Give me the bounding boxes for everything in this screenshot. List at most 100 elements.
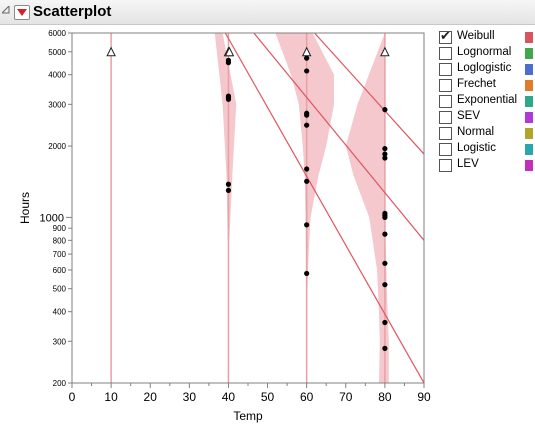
legend-checkbox[interactable]: ✔ bbox=[439, 29, 452, 44]
x-tick-label: 0 bbox=[69, 390, 76, 404]
legend-checkbox[interactable] bbox=[439, 143, 452, 156]
censored-marker bbox=[224, 46, 235, 57]
legend-label: Loglogistic bbox=[457, 62, 512, 74]
censored-marker bbox=[106, 46, 116, 57]
data-point[interactable] bbox=[382, 345, 388, 351]
data-point[interactable] bbox=[382, 282, 388, 288]
legend-label: LEV bbox=[457, 158, 479, 170]
y-axis-label: Hours bbox=[18, 192, 32, 224]
window-title: Scatterplot bbox=[33, 3, 112, 20]
data-point[interactable] bbox=[225, 181, 232, 187]
band-60 bbox=[275, 33, 335, 289]
y-tick-label: 5000 bbox=[48, 48, 66, 57]
legend-color-swatch bbox=[525, 80, 533, 91]
legend-label: Frechet bbox=[457, 78, 496, 90]
legend-color-swatch bbox=[525, 112, 533, 123]
band-40 bbox=[214, 33, 237, 241]
y-tick-label: 300 bbox=[53, 337, 67, 346]
data-point[interactable] bbox=[225, 96, 232, 102]
x-tick-label: 10 bbox=[104, 390, 118, 404]
legend-label: Normal bbox=[457, 126, 495, 138]
y-tick-label: 200 bbox=[53, 379, 67, 388]
legend-color-swatch bbox=[525, 160, 533, 171]
x-tick-label: 50 bbox=[261, 390, 275, 404]
legend-color-swatch bbox=[525, 128, 533, 139]
legend-label: Exponential bbox=[457, 94, 518, 106]
legend-color-swatch bbox=[525, 96, 533, 107]
data-point[interactable] bbox=[304, 178, 310, 184]
data-point[interactable] bbox=[382, 151, 388, 157]
disclosure-triangle-icon[interactable] bbox=[2, 6, 10, 14]
data-point[interactable] bbox=[304, 68, 310, 74]
legend: ✔ Weibull Lognormal Loglogistic Frechet Expon… bbox=[439, 29, 535, 174]
legend-item-normal[interactable]: Normal bbox=[439, 126, 535, 142]
y-tick-label: 6000 bbox=[48, 29, 66, 38]
data-point[interactable] bbox=[382, 260, 388, 266]
x-tick-label: 30 bbox=[183, 390, 197, 404]
legend-item-logistic[interactable]: Logistic bbox=[439, 142, 535, 158]
x-tick-label: 80 bbox=[378, 390, 392, 404]
fit-line-3 bbox=[314, 33, 424, 155]
y-tick-label: 4000 bbox=[48, 71, 66, 80]
legend-color-swatch bbox=[525, 32, 533, 43]
data-point[interactable] bbox=[382, 107, 388, 113]
legend-checkbox[interactable] bbox=[439, 127, 452, 140]
data-point[interactable] bbox=[304, 270, 310, 277]
data-point[interactable] bbox=[382, 155, 388, 161]
x-tick-label: 40 bbox=[222, 390, 236, 404]
legend-label: SEV bbox=[457, 110, 481, 122]
x-tick-label: 70 bbox=[339, 390, 353, 404]
red-triangle-menu-button[interactable] bbox=[14, 5, 30, 20]
data-point[interactable] bbox=[225, 60, 232, 66]
legend-label: Lognormal bbox=[457, 46, 512, 58]
title-bar: Scatterplot bbox=[0, 0, 535, 25]
y-tick-label: 600 bbox=[53, 266, 67, 275]
legend-checkbox[interactable] bbox=[439, 63, 452, 76]
y-tick-label: 400 bbox=[53, 308, 67, 317]
y-tick-label: 500 bbox=[53, 285, 67, 294]
y-tick-label: 900 bbox=[53, 224, 67, 233]
data-point[interactable] bbox=[382, 319, 388, 326]
x-axis-label: Temp bbox=[233, 409, 263, 423]
data-point[interactable] bbox=[304, 166, 310, 172]
legend-label: Logistic bbox=[457, 142, 496, 154]
legend-label: Weibull bbox=[457, 30, 495, 42]
scatterplot-chart: 0 10 20 30 40 50 60 70 80 90 200 300 400 500 600 700 80… bbox=[18, 29, 431, 423]
data-point[interactable] bbox=[304, 112, 310, 118]
x-tick-label: 20 bbox=[144, 390, 158, 404]
legend-item-loglogistic[interactable]: Loglogistic bbox=[439, 62, 535, 78]
data-point[interactable] bbox=[304, 122, 310, 128]
data-point[interactable] bbox=[382, 146, 388, 152]
legend-item-weibull[interactable]: ✔ Weibull bbox=[439, 29, 535, 46]
legend-checkbox[interactable] bbox=[439, 79, 452, 92]
y-tick-label: 3000 bbox=[48, 100, 66, 109]
censored-marker bbox=[380, 46, 390, 57]
legend-item-frechet[interactable]: Frechet bbox=[439, 78, 535, 94]
legend-color-swatch bbox=[525, 64, 533, 75]
legend-item-sev[interactable]: SEV bbox=[439, 110, 535, 126]
legend-color-swatch bbox=[525, 144, 533, 155]
y-tick-label: 2000 bbox=[48, 142, 66, 151]
legend-item-lev[interactable]: LEV bbox=[439, 158, 535, 174]
data-point[interactable] bbox=[304, 55, 310, 61]
data-point[interactable] bbox=[225, 187, 232, 193]
legend-item-exponential[interactable]: Exponential bbox=[439, 94, 535, 110]
fit-line-2 bbox=[253, 33, 424, 241]
y-tick-label: 1000 bbox=[40, 212, 64, 224]
legend-checkbox[interactable] bbox=[439, 47, 452, 60]
legend-checkbox[interactable] bbox=[439, 111, 452, 124]
red-triangle-icon bbox=[17, 9, 27, 16]
data-point[interactable] bbox=[382, 214, 388, 220]
x-tick-label: 60 bbox=[300, 390, 314, 404]
legend-color-swatch bbox=[525, 48, 533, 59]
x-tick-label: 90 bbox=[417, 390, 431, 404]
band-80 bbox=[345, 33, 389, 383]
y-tick-label: 800 bbox=[53, 236, 67, 245]
legend-checkbox[interactable] bbox=[439, 95, 452, 108]
y-tick-label: 700 bbox=[53, 250, 67, 259]
fit-line-1 bbox=[224, 33, 424, 383]
data-point[interactable] bbox=[382, 231, 388, 237]
legend-checkbox[interactable] bbox=[439, 159, 452, 172]
legend-item-lognormal[interactable]: Lognormal bbox=[439, 46, 535, 62]
data-point[interactable] bbox=[304, 222, 310, 228]
